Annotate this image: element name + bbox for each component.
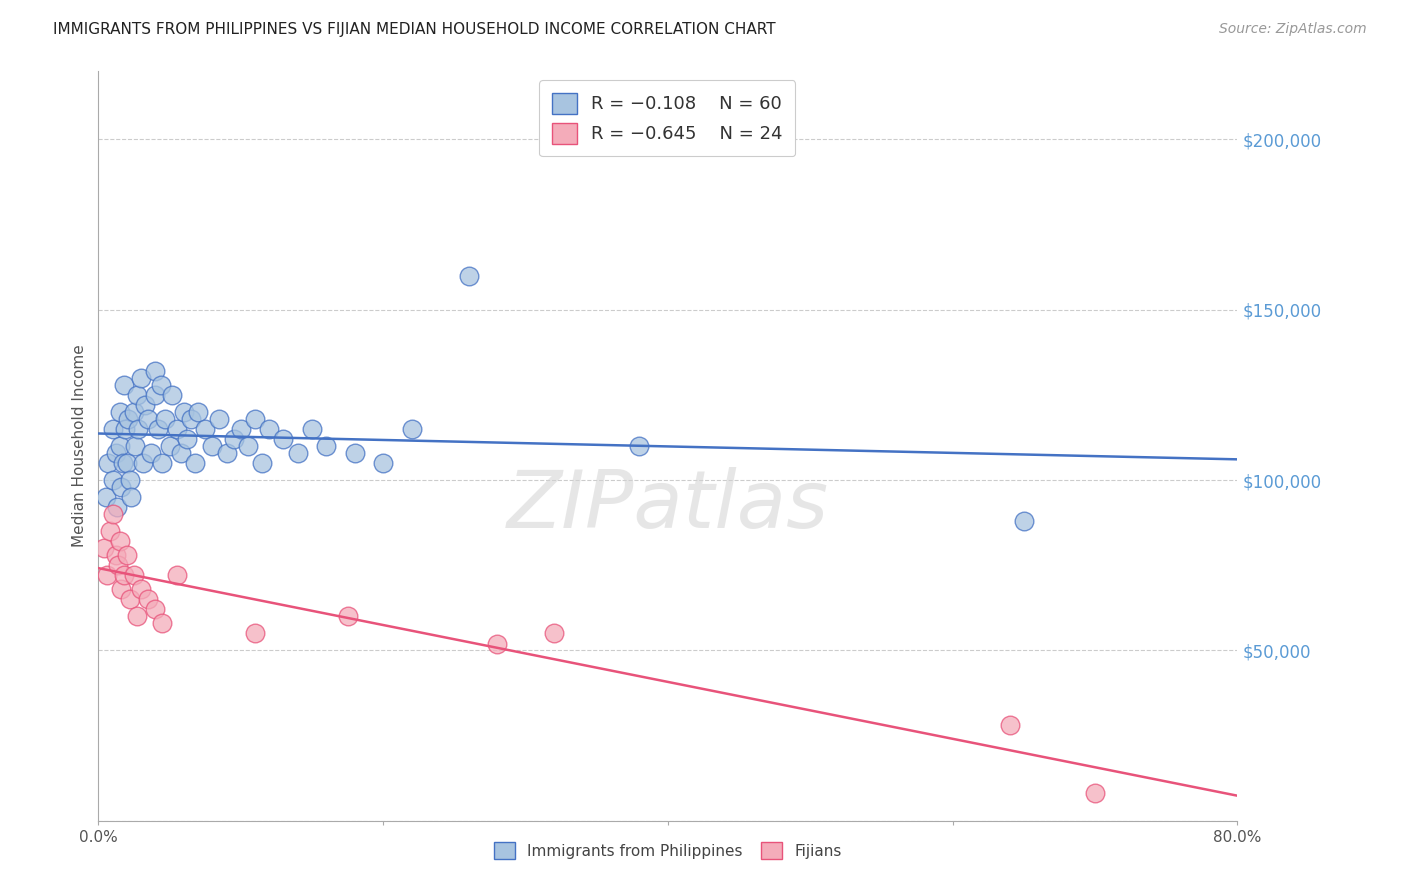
Point [166, 568, 188, 582]
Point [166, 422, 188, 436]
Point [315, 439, 337, 453]
Point [97, 456, 120, 470]
Point [173, 405, 195, 419]
Point [108, 405, 131, 419]
Point [104, 446, 127, 460]
Point [127, 422, 149, 436]
Point [111, 456, 134, 470]
Point [114, 422, 136, 436]
Point [998, 718, 1021, 732]
Point [101, 507, 124, 521]
Point [139, 446, 162, 460]
Point [117, 411, 139, 425]
Point [107, 558, 129, 573]
Point [159, 439, 181, 453]
Point [145, 388, 167, 402]
Point [129, 371, 152, 385]
Point [243, 411, 266, 425]
Point [187, 405, 209, 419]
Point [110, 582, 132, 596]
Point [131, 456, 153, 470]
Point [125, 609, 148, 624]
Point [1012, 514, 1035, 528]
Point [208, 411, 231, 425]
Point [101, 473, 124, 487]
Point [152, 616, 174, 631]
Point [134, 398, 156, 412]
Point [373, 456, 395, 470]
Point [336, 609, 359, 624]
Point [457, 268, 479, 283]
Point [301, 422, 323, 436]
Point [152, 456, 174, 470]
Point [110, 480, 132, 494]
Point [108, 439, 131, 453]
Point [145, 602, 167, 616]
Point [215, 446, 238, 460]
Point [201, 439, 224, 453]
Point [273, 432, 295, 446]
Point [122, 405, 145, 419]
Point [194, 422, 217, 436]
Point [122, 568, 145, 582]
Point [112, 377, 135, 392]
Point [180, 411, 202, 425]
Point [118, 473, 141, 487]
Point [124, 439, 146, 453]
Point [229, 422, 252, 436]
Point [1084, 786, 1107, 800]
Legend: Immigrants from Philippines, Fijians: Immigrants from Philippines, Fijians [488, 836, 848, 865]
Point [250, 456, 273, 470]
Point [155, 411, 177, 425]
Point [96, 568, 118, 582]
Point [98, 524, 121, 538]
Text: Source: ZipAtlas.com: Source: ZipAtlas.com [1219, 22, 1367, 37]
Point [162, 388, 184, 402]
Point [136, 592, 159, 607]
Point [115, 548, 138, 562]
Y-axis label: Median Household Income: Median Household Income [72, 344, 87, 548]
Text: IMMIGRANTS FROM PHILIPPINES VS FIJIAN MEDIAN HOUSEHOLD INCOME CORRELATION CHART: IMMIGRANTS FROM PHILIPPINES VS FIJIAN ME… [53, 22, 776, 37]
Point [259, 422, 281, 436]
Point [486, 636, 509, 650]
Point [184, 456, 207, 470]
Point [243, 626, 266, 640]
Point [287, 446, 309, 460]
Point [176, 432, 198, 446]
Point [628, 439, 651, 453]
Point [94, 490, 117, 504]
Point [129, 582, 152, 596]
Point [170, 446, 193, 460]
Point [343, 446, 366, 460]
Point [101, 422, 124, 436]
Point [108, 534, 131, 549]
Point [125, 388, 148, 402]
Point [93, 541, 115, 556]
Point [120, 490, 142, 504]
Point [401, 422, 423, 436]
Point [222, 432, 245, 446]
Point [104, 548, 127, 562]
Point [115, 456, 138, 470]
Point [150, 377, 173, 392]
Point [148, 422, 170, 436]
Point [105, 500, 128, 515]
Point [145, 364, 167, 378]
Text: ZIPatlas: ZIPatlas [506, 467, 830, 545]
Point [543, 626, 565, 640]
Point [136, 411, 159, 425]
Point [118, 592, 141, 607]
Point [236, 439, 259, 453]
Point [112, 568, 135, 582]
